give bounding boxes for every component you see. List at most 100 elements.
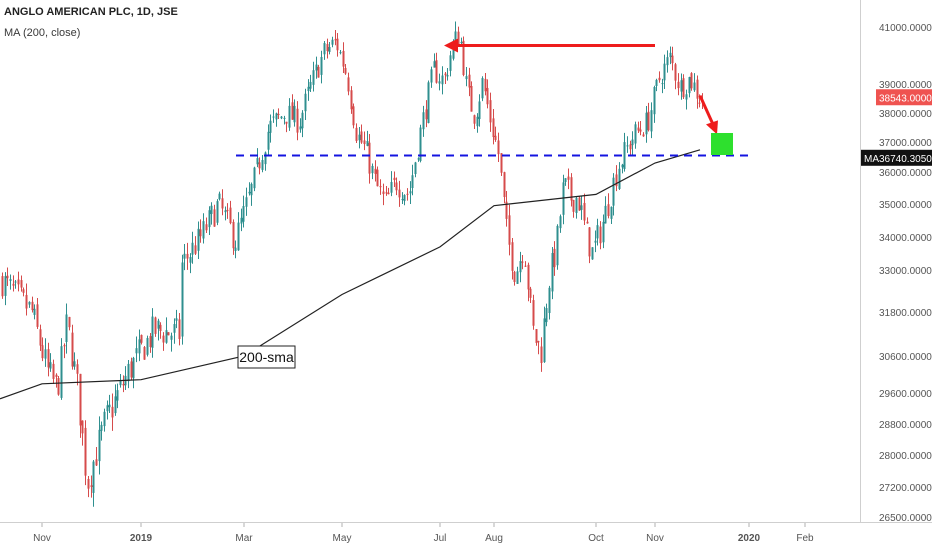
candle [49,353,52,372]
candle [559,214,562,233]
candle [578,196,581,211]
time-tick-label: May [333,533,352,544]
candle [253,166,256,192]
candle [398,180,401,207]
candle [181,254,184,345]
candle [296,101,299,141]
candle [508,204,511,256]
candle [666,50,669,73]
candle [87,476,90,498]
candle [6,267,9,286]
candle [540,337,543,372]
ma-200-line [0,149,701,400]
candle [108,394,111,413]
candle [505,191,508,227]
candle [527,262,530,302]
candle [73,352,76,370]
candle [653,85,656,123]
candle [519,251,522,283]
candle [312,61,315,92]
candle [433,53,436,68]
candle [390,171,393,197]
candle [240,208,243,232]
candle [379,179,382,195]
candle [189,253,192,274]
candle [98,416,101,475]
candle [610,206,613,225]
candle [213,204,216,227]
price-tick-label: 35000.0000 [879,200,932,211]
price-tick-label: 33000.0000 [879,266,932,277]
candle [285,121,288,133]
candle [178,312,181,346]
candle [245,187,248,216]
time-tick-label: Aug [485,533,503,544]
candle [403,194,406,206]
candle [368,133,371,184]
candle [264,151,267,171]
candle [411,164,414,196]
candle [532,294,535,330]
candle [224,206,227,221]
candle [417,157,420,162]
candle [629,140,632,155]
candle [1,272,4,299]
candle [444,72,447,85]
candle [146,335,149,357]
price-tick-label: 37000.0000 [879,138,932,149]
candle [226,203,229,219]
candle [449,50,452,77]
candle [339,50,342,55]
candle [250,182,253,206]
candle [269,114,272,143]
candle [374,160,377,182]
candle [591,247,594,260]
price-tick-label: 31800.0000 [879,308,932,319]
candle [607,193,610,219]
candle [376,166,379,187]
candle [419,124,422,163]
time-axis[interactable]: Nov 2019 Mar May Jul Aug Oct Nov 2020 Feb [33,523,814,544]
candle [604,196,607,224]
candle [63,343,66,359]
candle [594,230,597,253]
candle [685,89,688,110]
candle [516,266,519,285]
candles-layer [1,21,704,507]
candle [132,356,135,389]
candle [229,200,232,225]
candle [328,42,331,55]
candle [336,32,339,57]
candle [202,213,205,244]
candle [393,171,396,187]
candle [334,29,337,46]
candle [457,26,460,45]
price-tick-label: 38000.0000 [879,109,932,120]
time-tick-label: Oct [588,533,604,544]
price-tick-label: 41000.0000 [879,23,932,34]
time-tick-label: Nov [33,533,51,544]
candle [12,275,15,292]
candle [446,68,449,81]
price-tick-label: 27200.0000 [879,483,932,494]
candle [481,76,484,102]
candle [103,408,106,432]
candle [326,38,329,59]
candle [553,241,556,276]
ma-value-tag: MA 36740.3050 [861,149,932,166]
candle [658,71,661,83]
candle [385,185,388,196]
price-axis[interactable]: 41000.0000 39000.0000 38000.0000 37000.0000… [879,23,932,524]
candle [492,109,495,145]
candle [551,247,554,300]
time-tick-label: 2020 [738,533,761,544]
candle [280,115,283,120]
candle [596,218,599,246]
candle [363,131,366,151]
price-tick-label: 30600.0000 [879,352,932,363]
candle [500,153,503,177]
candle [170,332,173,352]
candle [55,373,58,388]
candle [575,196,578,219]
